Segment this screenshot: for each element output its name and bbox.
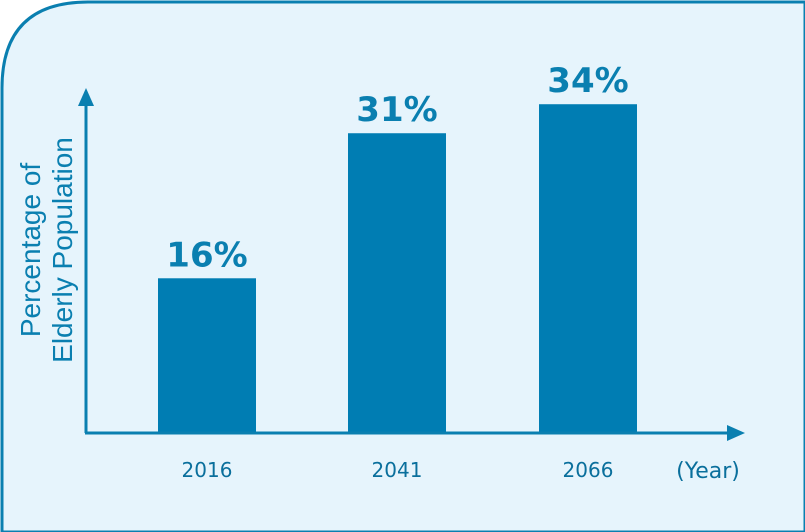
bars bbox=[158, 104, 637, 434]
x-tick-label-2016: 2016 bbox=[182, 458, 233, 482]
bar-2066 bbox=[539, 104, 637, 433]
data-labels: 16% 31% 34% bbox=[166, 61, 628, 275]
data-label-2066: 34% bbox=[547, 61, 628, 101]
x-tick-label-2041: 2041 bbox=[372, 458, 423, 482]
y-axis-label-line-2: Elderly Population bbox=[47, 137, 78, 363]
y-axis-label: Percentage of Elderly Population bbox=[15, 137, 78, 363]
x-tick-label-2066: 2066 bbox=[563, 458, 614, 482]
x-tick-labels: 2016 2041 2066 bbox=[182, 458, 614, 482]
x-axis-arrow bbox=[727, 425, 745, 441]
x-axis-unit-label: (Year) bbox=[676, 459, 740, 484]
data-label-2016: 16% bbox=[166, 235, 247, 275]
bar-2041 bbox=[348, 133, 446, 434]
data-label-2041: 31% bbox=[356, 90, 437, 130]
y-axis-label-line-1: Percentage of bbox=[15, 163, 46, 338]
bar-2016 bbox=[158, 278, 256, 433]
y-axis-arrow bbox=[78, 88, 94, 106]
